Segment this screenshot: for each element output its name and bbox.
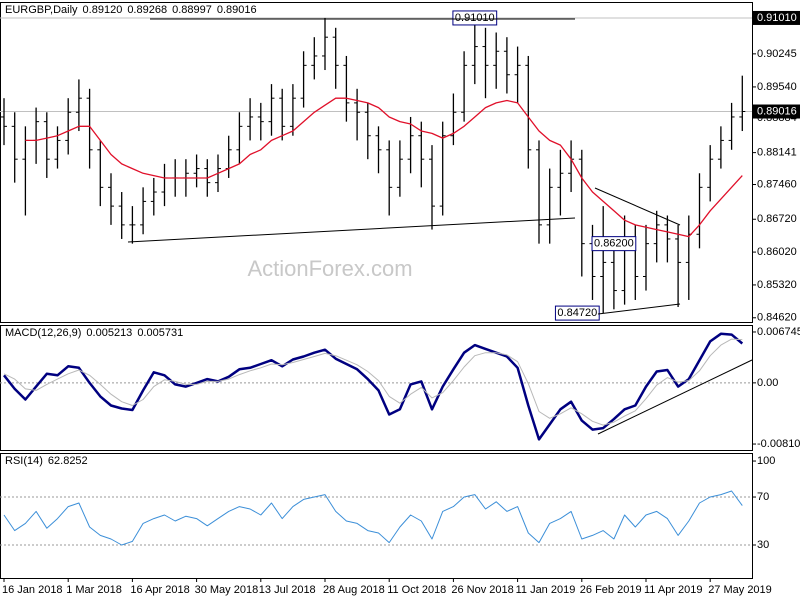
line: [3, 332, 744, 441]
annotation-box: [554, 305, 600, 321]
y-tick-label: 100: [757, 455, 775, 467]
header-text: 0.89016: [217, 4, 257, 16]
header-text: EURGBP,Daily: [5, 4, 78, 16]
header-text: 62.8252: [48, 455, 88, 467]
header-text: 0.89120: [83, 4, 123, 16]
y-tick-label: 0.86020: [757, 246, 797, 258]
y-tick-label: 0.89540: [757, 81, 797, 93]
annotation-box: [452, 10, 498, 26]
y-tick-label: 30: [757, 539, 769, 551]
x-tick-label: 16 Apr 2018: [130, 584, 189, 596]
x-tick-label: 16 Jan 2018: [2, 584, 63, 596]
line: [3, 490, 743, 546]
y-tick-label: 0.86720: [757, 213, 797, 225]
annotation-label: 0.84720: [557, 307, 597, 319]
watermark: ActionForex.com: [247, 256, 412, 281]
price-tag: [753, 10, 800, 25]
header-text: 0.005731: [137, 327, 183, 339]
x-tick-label: 11 Jan 2019: [516, 584, 576, 596]
price-tag: [753, 104, 800, 119]
macd-panel: [0, 325, 753, 451]
price-tag-label: 0.89016: [757, 105, 797, 117]
x-tick-label: 1 Mar 2018: [66, 584, 122, 596]
trendline: [594, 187, 681, 226]
header-text: 0.89268: [127, 4, 167, 16]
annotation-label: 0.86200: [594, 238, 634, 250]
y-tick-label: 0.85320: [757, 279, 797, 291]
price-tag-label: 0.91010: [757, 12, 797, 24]
x-tick-label: 27 May 2019: [708, 584, 772, 596]
y-tick-label: 0.00: [757, 377, 778, 389]
trendline: [597, 359, 753, 435]
x-tick-label: 26 Nov 2018: [451, 584, 513, 596]
y-tick-label: -0.008109: [757, 438, 800, 450]
line: [3, 338, 743, 426]
rsi-panel: [0, 453, 753, 579]
y-tick-label: 0.88141: [757, 147, 797, 159]
x-tick-label: 11 Oct 2018: [387, 584, 446, 596]
annotation-box: [591, 236, 637, 252]
trendline: [597, 303, 681, 315]
x-tick-label: 28 Aug 2018: [323, 584, 385, 596]
x-tick-label: 26 Feb 2019: [580, 584, 642, 596]
header-text: 0.88997: [172, 4, 212, 16]
y-tick-label: 0.84620: [757, 312, 797, 324]
header-text: MACD(12,26,9): [5, 327, 81, 339]
header-text: RSI(14): [5, 455, 43, 467]
header-text: 0.005213: [86, 327, 132, 339]
annotation-label: 0.91010: [455, 12, 495, 24]
trendline: [127, 217, 576, 243]
y-tick-label: 0.87460: [757, 178, 797, 190]
x-tick-label: 30 May 2018: [195, 584, 259, 596]
x-tick-label: 11 Apr 2019: [644, 584, 703, 596]
y-tick-label: 0.90245: [757, 48, 797, 60]
price-panel: [0, 2, 753, 323]
y-tick-label: 0.006745: [757, 326, 800, 338]
line: [25, 97, 743, 238]
y-tick-label: 70: [757, 491, 769, 503]
trendlines: [127, 18, 753, 435]
x-tick-label: 13 Jul 2018: [259, 584, 316, 596]
